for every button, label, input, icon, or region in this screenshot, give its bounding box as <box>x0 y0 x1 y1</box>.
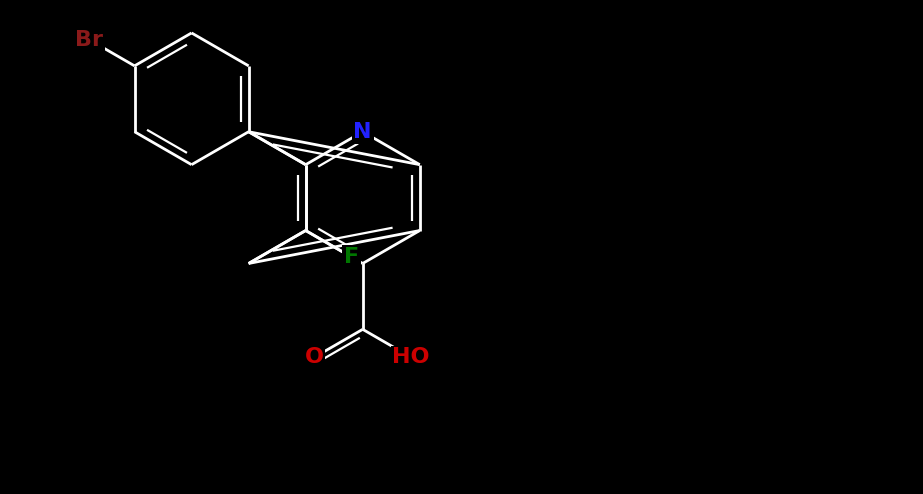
Text: HO: HO <box>392 347 430 368</box>
Text: Br: Br <box>75 30 102 49</box>
Text: F: F <box>343 247 359 267</box>
Text: N: N <box>354 122 372 142</box>
Text: O: O <box>305 347 324 368</box>
